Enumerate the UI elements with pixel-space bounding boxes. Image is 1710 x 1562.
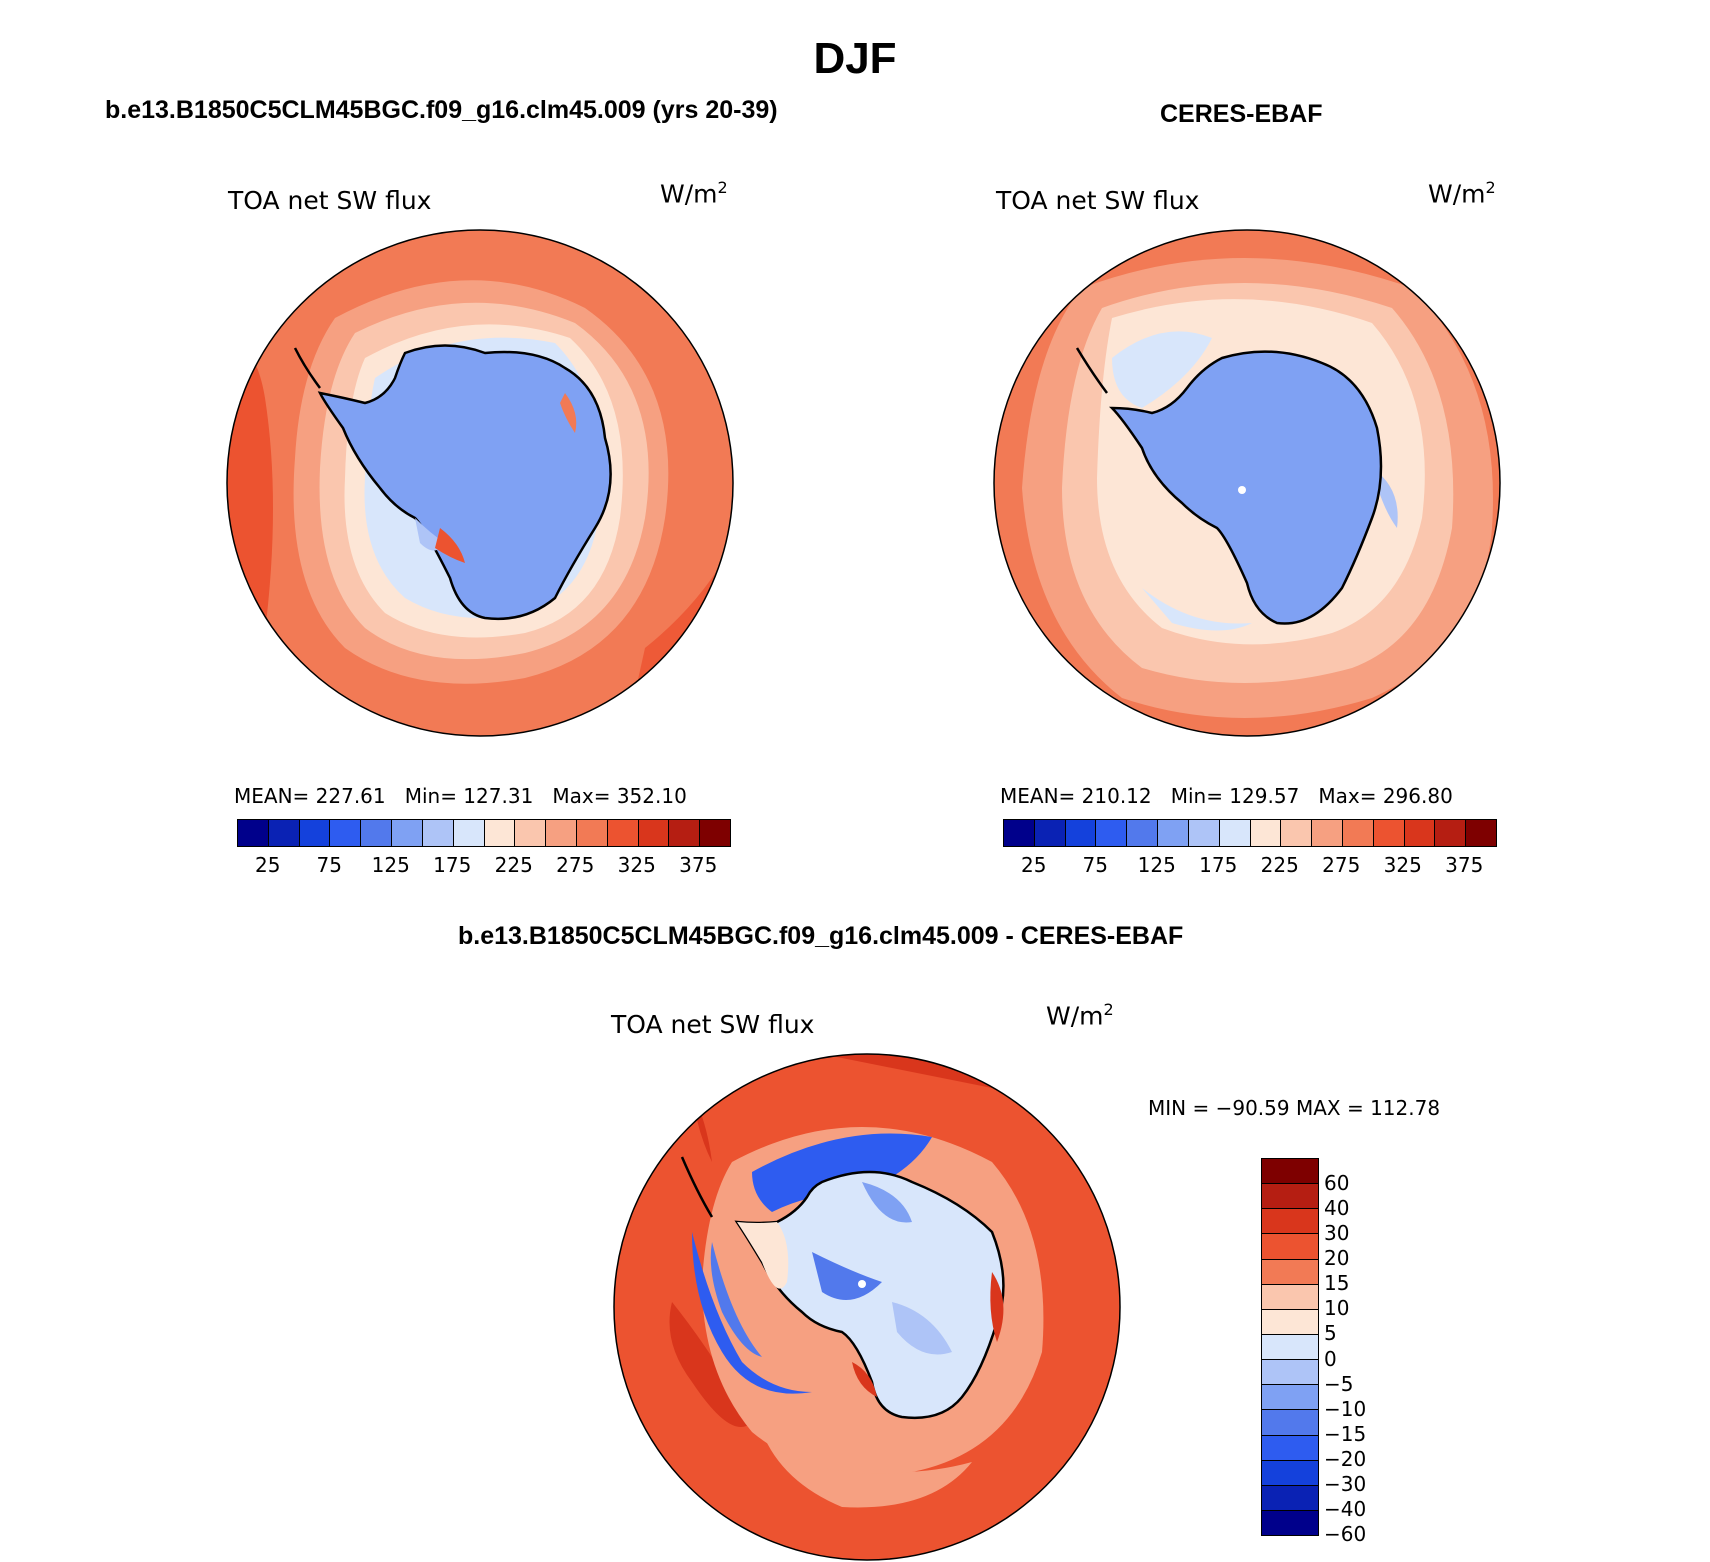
colorbar-swatch: [238, 820, 269, 846]
colorbar-tick-label: 75: [316, 853, 342, 877]
colorbar-tick-label: 15: [1324, 1271, 1350, 1296]
colorbar-tick-label: 60: [1324, 1171, 1350, 1196]
colorbar-tick-label: 125: [371, 853, 410, 877]
obs-panel-title: CERES-EBAF: [1160, 100, 1323, 128]
colorbar-tick-label: −5: [1324, 1371, 1354, 1396]
colorbar-swatch: [576, 820, 608, 846]
colorbar-swatch: [1034, 820, 1066, 846]
model-panel-title: b.e13.B1850C5CLM45BGC.f09_g16.clm45.009 …: [105, 96, 778, 124]
colorbar-swatch: [484, 820, 516, 846]
colorbar-tick-label: 375: [679, 853, 718, 877]
colorbar-swatch: [1281, 820, 1313, 846]
diff-units-label: W/m2: [1046, 1000, 1114, 1031]
colorbar-swatch: [1096, 820, 1128, 846]
colorbar-swatch: [422, 820, 454, 846]
colorbar-swatch: [1262, 1385, 1318, 1411]
colorbar-swatch: [1262, 1184, 1318, 1210]
diff-variable-label: TOA net SW flux: [611, 1010, 815, 1039]
colorbar-tick-label: −15: [1324, 1421, 1367, 1446]
colorbar-swatch: [546, 820, 577, 846]
colorbar-swatch: [361, 820, 393, 846]
colorbar-swatch: [1262, 1284, 1318, 1310]
colorbar-swatch: [1188, 820, 1220, 846]
colorbar-tick-label: 375: [1445, 853, 1484, 877]
model-units-label: W/m2: [660, 178, 728, 209]
colorbar-swatch: [1262, 1159, 1318, 1185]
colorbar-swatch: [1262, 1334, 1318, 1361]
colorbar-swatch: [1262, 1485, 1318, 1511]
colorbar-tick-label: 75: [1082, 853, 1108, 877]
colorbar-swatch: [700, 820, 730, 846]
colorbar-swatch: [1435, 820, 1467, 846]
colorbar-swatch: [1262, 1360, 1318, 1386]
colorbar-swatch: [1404, 820, 1436, 846]
colorbar-swatch: [1262, 1234, 1318, 1260]
diff-stats: MIN = −90.59 MAX = 112.78: [1148, 1096, 1441, 1120]
colorbar-tick-label: 5: [1324, 1321, 1337, 1346]
colorbar-swatch: [515, 820, 547, 846]
colorbar-swatch: [330, 820, 362, 846]
colorbar-swatch: [1262, 1309, 1318, 1335]
colorbar-tick-label: 175: [433, 853, 472, 877]
colorbar-swatch: [1004, 820, 1035, 846]
colorbar-swatch: [1262, 1209, 1318, 1235]
diff-colorbar: [1261, 1158, 1319, 1536]
colorbar-swatch: [268, 820, 300, 846]
colorbar-tick-label: 275: [556, 853, 595, 877]
colorbar-tick-label: 125: [1137, 853, 1176, 877]
diff-polar-map: [613, 1053, 1121, 1561]
model-colorbar: [237, 819, 731, 847]
colorbar-tick-label: 10: [1324, 1296, 1350, 1321]
colorbar-tick-label: −60: [1324, 1522, 1367, 1546]
colorbar-tick-label: 225: [1260, 853, 1299, 877]
model-stats: MEAN= 227.61 Min= 127.31 Max= 352.10: [234, 784, 687, 808]
colorbar-swatch: [1262, 1510, 1318, 1536]
colorbar-tick-label: −40: [1324, 1496, 1367, 1521]
diff-panel-title: b.e13.B1850C5CLM45BGC.f09_g16.clm45.009 …: [458, 922, 1184, 950]
colorbar-tick-label: 325: [617, 853, 656, 877]
page-title: DJF: [813, 34, 897, 83]
obs-variable-label: TOA net SW flux: [996, 186, 1200, 215]
model-variable-label: TOA net SW flux: [228, 186, 432, 215]
colorbar-swatch: [1466, 820, 1496, 846]
colorbar-tick-label: 275: [1322, 853, 1361, 877]
colorbar-tick-label: −30: [1324, 1471, 1367, 1496]
colorbar-swatch: [1312, 820, 1343, 846]
obs-stats: MEAN= 210.12 Min= 129.57 Max= 296.80: [1000, 784, 1453, 808]
colorbar-swatch: [299, 820, 331, 846]
colorbar-swatch: [607, 820, 639, 846]
colorbar-swatch: [638, 820, 670, 846]
colorbar-swatch: [1262, 1410, 1318, 1436]
colorbar-tick-label: 40: [1324, 1196, 1350, 1221]
colorbar-tick-label: 20: [1324, 1246, 1350, 1271]
colorbar-swatch: [1158, 820, 1189, 846]
colorbar-tick-label: −20: [1324, 1446, 1367, 1471]
colorbar-tick-label: 25: [1021, 853, 1047, 877]
colorbar-swatch: [1127, 820, 1159, 846]
colorbar-swatch: [453, 820, 485, 846]
colorbar-tick-label: −10: [1324, 1396, 1367, 1421]
colorbar-swatch: [392, 820, 423, 846]
colorbar-tick-label: 25: [255, 853, 281, 877]
colorbar-swatch: [1219, 820, 1251, 846]
colorbar-swatch: [669, 820, 701, 846]
obs-colorbar: [1003, 819, 1497, 847]
colorbar-tick-label: 325: [1383, 853, 1422, 877]
obs-units-label: W/m2: [1428, 178, 1496, 209]
obs-polar-map: [993, 229, 1501, 737]
colorbar-swatch: [1262, 1259, 1318, 1285]
colorbar-tick-label: 175: [1199, 853, 1238, 877]
model-polar-map: [226, 229, 734, 737]
colorbar-tick-label: 225: [494, 853, 533, 877]
colorbar-tick-label: 30: [1324, 1221, 1350, 1246]
colorbar-tick-label: 0: [1324, 1346, 1337, 1371]
colorbar-swatch: [1373, 820, 1405, 846]
colorbar-swatch: [1250, 820, 1282, 846]
colorbar-swatch: [1065, 820, 1097, 846]
colorbar-swatch: [1342, 820, 1374, 846]
colorbar-swatch: [1262, 1460, 1318, 1486]
colorbar-swatch: [1262, 1435, 1318, 1461]
